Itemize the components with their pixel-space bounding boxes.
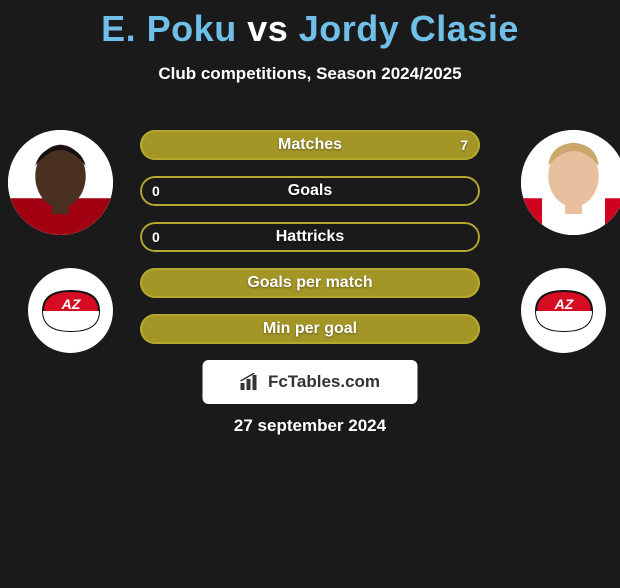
stat-label: Goals	[288, 182, 332, 200]
stat-row: 0 Goals	[140, 176, 480, 206]
watermark-badge: FcTables.com	[203, 360, 418, 404]
player-left-avatar	[8, 130, 113, 235]
svg-text:AZ: AZ	[553, 296, 573, 312]
stat-label: Hattricks	[276, 228, 344, 246]
bar-chart-icon	[240, 373, 262, 391]
svg-text:AZ: AZ	[60, 296, 80, 312]
stat-row: Goals per match	[140, 268, 480, 298]
stat-row: 7 Matches	[140, 130, 480, 160]
stat-label: Matches	[278, 136, 342, 154]
az-logo-icon: AZ	[534, 289, 594, 333]
stat-row: 0 Hattricks	[140, 222, 480, 252]
player-left-name: E. Poku	[101, 8, 237, 49]
player-right-face-icon	[521, 130, 620, 235]
player-right-name: Jordy Clasie	[299, 8, 519, 49]
stats-panel: 7 Matches 0 Goals 0 Hattricks Goals per match M…	[140, 130, 480, 360]
subtitle: Club competitions, Season 2024/2025	[0, 64, 620, 84]
date-text: 27 september 2024	[0, 416, 620, 436]
stat-label: Goals per match	[247, 274, 372, 292]
watermark-text: FcTables.com	[268, 372, 380, 392]
stat-label: Min per goal	[263, 320, 357, 338]
comparison-card: E. Poku vs Jordy Clasie Club competition…	[0, 8, 620, 84]
player-left-face-icon	[8, 130, 113, 235]
page-title: E. Poku vs Jordy Clasie	[0, 8, 620, 50]
vs-text: vs	[237, 8, 299, 49]
club-left-badge: AZ	[28, 268, 113, 353]
club-right-badge: AZ	[521, 268, 606, 353]
stat-right-value: 7	[460, 130, 468, 160]
stat-left-value: 0	[152, 222, 160, 252]
stat-left-value: 0	[152, 176, 160, 206]
stat-row: Min per goal	[140, 314, 480, 344]
az-logo-icon: AZ	[41, 289, 101, 333]
player-right-avatar	[521, 130, 620, 235]
